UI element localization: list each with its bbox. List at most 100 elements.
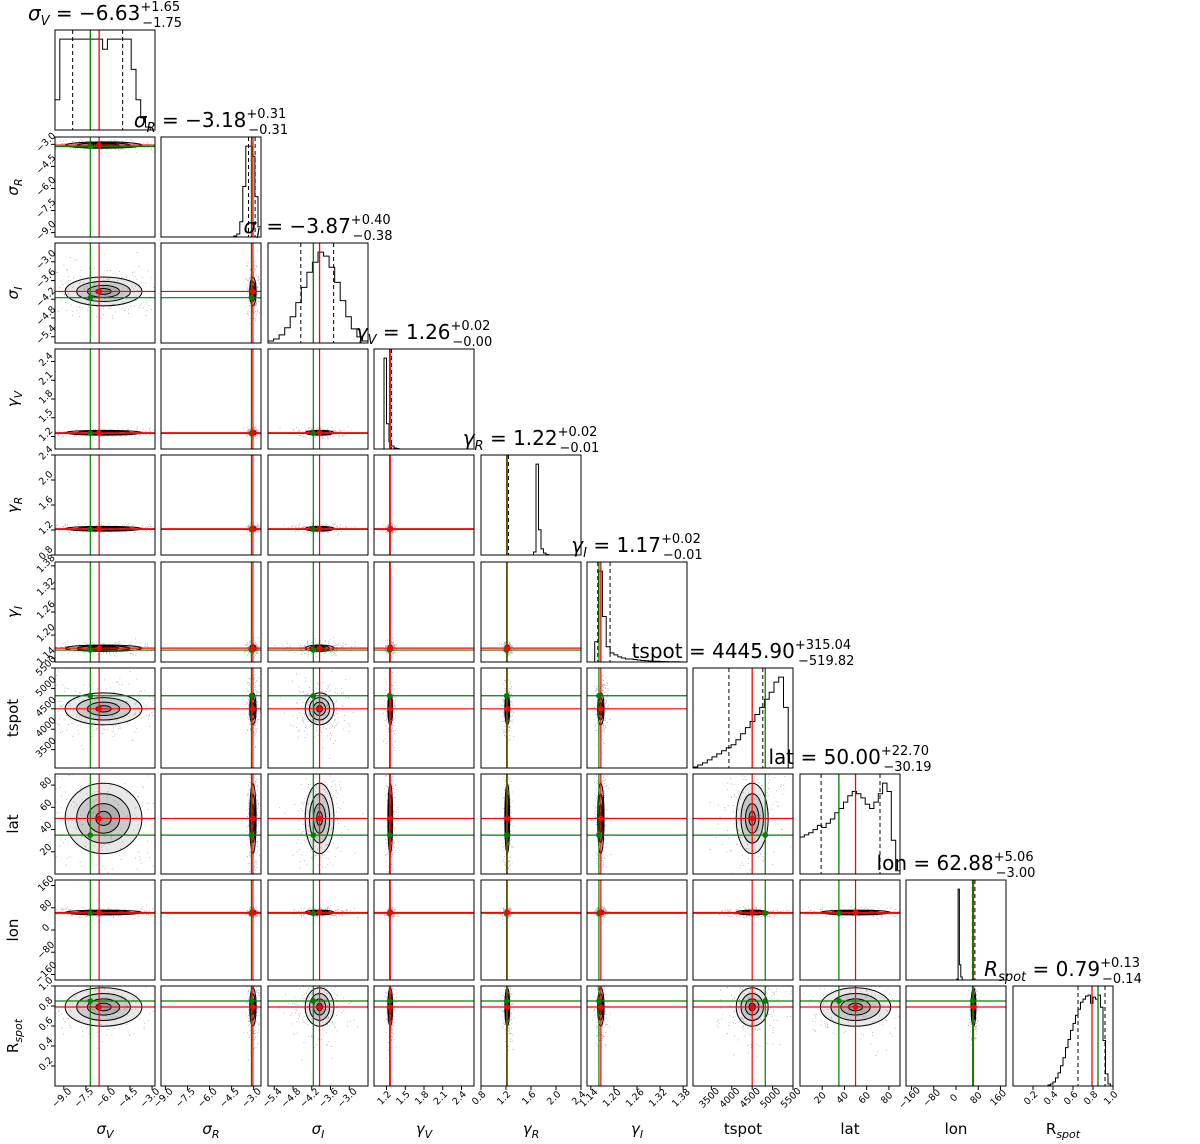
truth-red-point <box>387 815 394 822</box>
truth-red-point <box>504 909 511 916</box>
panel-frame <box>54 242 156 344</box>
panel-frame <box>54 985 156 1087</box>
truth-green-point <box>386 832 393 838</box>
truth-green-point <box>87 998 94 1004</box>
truth-green-point <box>87 526 94 533</box>
x-tick-label-tspot: 4000 <box>718 1086 743 1111</box>
panel-tspot-gamma_V <box>373 667 475 769</box>
y-tick-label-lon: −80 <box>35 939 57 961</box>
truth-red-point <box>749 909 755 916</box>
panel-gamma_R-sigma_V: 0.81.21.62.02.4 <box>37 444 156 562</box>
histogram-sigma_I <box>268 251 368 343</box>
truth-green-point <box>310 430 317 437</box>
panel-R_spot-lat: 20 40 60 80 <box>799 985 901 1106</box>
x-label-lat: lat <box>840 1120 859 1138</box>
x-tick-label-gamma_R: 1.6 <box>520 1089 538 1107</box>
panel-frame <box>480 667 582 769</box>
panel-lon-sigma_I <box>267 879 369 981</box>
truth-red-point <box>852 1004 859 1010</box>
truth-red-point <box>504 815 511 822</box>
panel-gamma_V-gamma_V <box>373 348 475 450</box>
y-tick-label-lat: 40 <box>38 820 54 836</box>
truth-red-point <box>316 525 323 532</box>
panel-sigma_R-sigma_R <box>160 136 262 238</box>
truth-red-point <box>598 909 604 916</box>
truth-green-point <box>503 832 510 838</box>
panel-frame <box>267 561 369 663</box>
panel-gamma_I-gamma_V <box>373 561 475 663</box>
panel-frame <box>267 348 369 450</box>
truth-green-point <box>87 647 94 653</box>
truth-green-point <box>969 998 976 1004</box>
truth-green-point <box>248 832 255 838</box>
truth-red-point <box>250 815 256 822</box>
y-tick-label-gamma_I: 1.32 <box>35 576 58 599</box>
panel-lon-sigma_R <box>160 879 262 981</box>
title-lon: lon = 62.88+5.06 −3.00 <box>877 850 1036 881</box>
panel-R_spot-sigma_R: −9.0−7.5−6.0−4.5−3.0 <box>152 985 264 1110</box>
x-tick-label-gamma_I: 1.20 <box>601 1087 624 1110</box>
truth-red-point <box>250 706 256 712</box>
title-R_spot: Rspot = 0.79+0.13 −0.14 <box>984 956 1142 987</box>
title-gamma_I: γI = 1.17+0.02 −0.01 <box>571 532 702 563</box>
x-tick-label-lon: 80 <box>968 1090 984 1106</box>
y-tick-label-lon: 80 <box>38 898 54 914</box>
truth-red-point <box>970 1004 977 1010</box>
panel-R_spot-sigma_I: −5.4−4.8−4.2−3.6−3.0 <box>260 985 369 1110</box>
x-axis-labels: σV σR σI γV γR γI tspot lat lon Rspot <box>96 1120 1080 1141</box>
truth-red-point <box>96 815 102 822</box>
panel-sigma_I-sigma_I <box>267 242 369 344</box>
x-tick-label-R_spot: 0.4 <box>1042 1089 1060 1107</box>
scatter-tspot-sigma_V <box>55 670 154 750</box>
y-tick-label-R_spot: 0.6 <box>37 1015 55 1033</box>
x-tick-label-gamma_V: 1.8 <box>413 1089 431 1107</box>
panel-frame <box>54 879 156 981</box>
panel-frame <box>267 667 369 769</box>
panel-frame <box>692 667 794 769</box>
truth-green-point <box>87 430 94 437</box>
panel-R_spot-lon: −160−80 0 80 160 <box>897 985 1009 1111</box>
panel-lat-gamma_V <box>373 773 475 875</box>
truth-red-point <box>598 815 604 822</box>
y-tick-label-gamma_V: 2.1 <box>37 369 55 387</box>
panel-frame <box>267 879 369 981</box>
panel-frame <box>373 348 475 450</box>
panel-frame <box>160 242 262 344</box>
truth-green-point <box>596 998 602 1004</box>
x-tick-label-gamma_I: 1.32 <box>647 1087 670 1110</box>
truth-green-point <box>386 692 393 699</box>
truth-red-point <box>316 645 323 651</box>
truth-green-point <box>310 526 317 533</box>
truth-red-point <box>96 645 102 651</box>
x-tick-label-tspot: 5500 <box>779 1086 804 1111</box>
x-tick-label-sigma_I: −3.6 <box>317 1086 341 1110</box>
truth-red-point <box>250 909 256 916</box>
panel-gamma_V-sigma_R <box>160 348 262 450</box>
panel-frame <box>160 879 262 981</box>
panel-frame <box>160 985 262 1087</box>
panel-frame <box>586 879 688 981</box>
panel-gamma_R-gamma_V <box>373 454 475 556</box>
y-label-sigma_I: σI <box>4 287 25 300</box>
x-tick-label-sigma_V: −7.5 <box>72 1086 96 1110</box>
panel-sigma_I-sigma_V: −5.4−4.8−4.2−3.6−3.0 <box>34 242 156 347</box>
x-tick-label-sigma_V: −4.5 <box>116 1086 140 1110</box>
scatter-lat-sigma_V <box>55 774 155 874</box>
truth-green-point <box>87 832 94 838</box>
y-label-gamma_R: γR <box>4 497 25 514</box>
truth-green-point <box>310 998 317 1004</box>
x-label-gamma_R: γR <box>523 1120 540 1141</box>
x-tick-label-sigma_I: −5.4 <box>260 1086 284 1110</box>
truth-green-point <box>310 647 317 653</box>
panel-R_spot-gamma_V: 1.2 1.5 1.8 2.1 2.4 <box>373 985 475 1107</box>
x-tick-label-sigma_R: −7.5 <box>174 1086 198 1110</box>
truth-red-point <box>749 1004 755 1010</box>
panel-frame <box>799 879 901 981</box>
panel-tspot-tspot <box>692 667 794 769</box>
panel-frame <box>54 561 156 663</box>
truth-red-point <box>387 1004 394 1010</box>
panel-frame <box>160 348 262 450</box>
truth-red-point <box>96 909 102 916</box>
panel-frame <box>1012 985 1114 1087</box>
